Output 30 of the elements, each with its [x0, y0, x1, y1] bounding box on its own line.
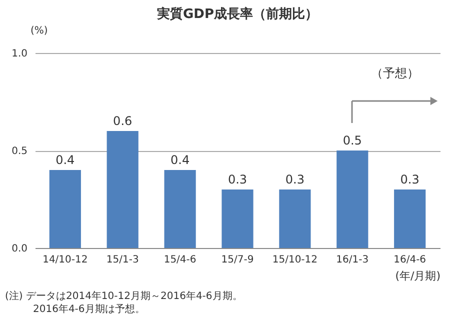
- x-tick-label: 16/4-6: [394, 254, 426, 266]
- bar: [106, 131, 138, 248]
- x-tick-label: 15/10-12: [272, 254, 318, 266]
- data-label: 0.4: [56, 153, 75, 167]
- x-tick-label: 15/1-3: [106, 254, 139, 266]
- y-tick-label: 1.0: [12, 48, 28, 60]
- x-tick-label: 14/10-12: [42, 254, 88, 266]
- bar: [394, 190, 426, 248]
- bar: [49, 170, 81, 248]
- data-label: 0.3: [400, 172, 420, 186]
- y-tick-label: 0.0: [12, 244, 28, 254]
- y-axis-title: (%): [30, 26, 48, 36]
- x-tick-label: 16/1-3: [336, 254, 369, 266]
- text: (注) データは2014年10-12月期～2016年4-6月期。: [5, 290, 242, 302]
- data-label: 0.6: [113, 114, 132, 128]
- text: 2016年4-6月期は予想。: [33, 303, 145, 315]
- data-label: 0.5: [342, 134, 362, 148]
- bar: [279, 190, 311, 248]
- chart-title: 実質GDP成長率（前期比）: [156, 6, 318, 22]
- data-label: 0.4: [170, 153, 190, 167]
- x-tick-label: 15/4-6: [164, 254, 196, 266]
- bar: [222, 190, 254, 248]
- x-tick-label: 15/7-9: [221, 254, 254, 266]
- y-tick-label: 0.5: [12, 146, 28, 157]
- annotation: （予想）: [371, 66, 419, 80]
- data-label: 0.3: [228, 172, 248, 186]
- data-label: 0.3: [285, 172, 304, 186]
- bar: [336, 150, 368, 248]
- bar: [164, 170, 196, 248]
- x-axis-title: (年/月期): [395, 270, 440, 282]
